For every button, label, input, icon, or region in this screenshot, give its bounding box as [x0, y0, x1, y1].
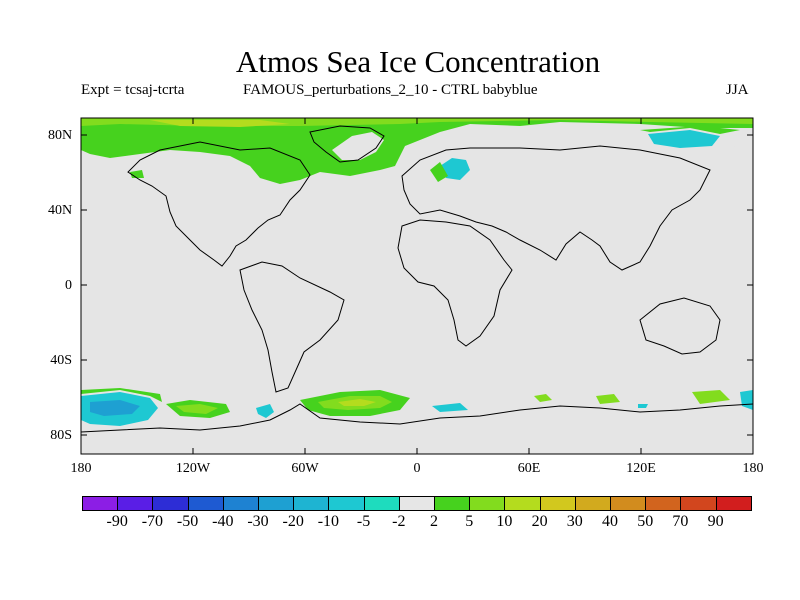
lon-tick-label: 60W [291, 461, 319, 476]
colorbar-label: -50 [176, 513, 199, 530]
southern-ocean-green-1 [81, 388, 162, 402]
colorbar-swatch [363, 496, 400, 511]
colorbar-label: 20 [531, 513, 548, 530]
colorbar-label: 70 [672, 513, 689, 530]
colorbar-label: 10 [496, 513, 513, 530]
colorbar-label: -30 [247, 513, 269, 530]
experiment-label: Expt = tcsaj-tcrta [81, 82, 185, 98]
north-america-coast [127, 141, 311, 267]
barents-gap [470, 138, 753, 200]
colorbar-swatch [645, 496, 682, 511]
lon-tick-label: 120E [626, 461, 656, 476]
southern-ocean-decrease-1b [90, 400, 140, 416]
colorbar-label: -2 [392, 513, 406, 530]
colorbar-label: -10 [317, 513, 340, 530]
southern-ocean-increase-6 [596, 394, 620, 404]
colorbar-label: 2 [430, 513, 438, 530]
colorbar-label: -5 [356, 513, 371, 530]
australia-coast [639, 297, 721, 355]
colorbar-label: 50 [637, 513, 654, 530]
weddell-increase-c [338, 399, 376, 406]
colorbar-swatch [187, 496, 224, 511]
anomaly-field [81, 118, 753, 426]
southern-ocean-increase-2b [176, 404, 218, 414]
southern-ocean-decrease-3 [256, 404, 274, 418]
colorbar-label: 30 [566, 513, 583, 530]
colorbar-label: 5 [465, 513, 474, 530]
okhotsk-green [640, 126, 740, 134]
colorbar-label: 40 [602, 513, 618, 530]
colorbar-swatch [504, 496, 541, 511]
greenland-coast [309, 125, 385, 163]
colorbar-swatch [293, 496, 330, 511]
lon-tick-label: 0 [413, 461, 421, 476]
colorbar-swatch [434, 496, 471, 511]
colorbar-swatch [680, 496, 717, 511]
greenland-gap [332, 132, 384, 160]
africa-coast [397, 219, 513, 347]
chart-title: Atmos Sea Ice Concentration [235, 44, 601, 79]
colorbar-swatch [82, 496, 119, 511]
eurasia-coast [401, 145, 711, 271]
lat-tick-label: 80S [50, 428, 72, 443]
lat-tick-label: 40S [50, 353, 72, 368]
antarctica-coast [81, 403, 753, 433]
colorbar-swatch [152, 496, 189, 511]
colorbar-swatch [469, 496, 506, 511]
lat-tick-label: 0 [65, 278, 72, 293]
colorbar-swatch [117, 496, 154, 511]
colorbar-swatch [539, 496, 576, 511]
colorbar-swatch [222, 496, 259, 511]
colorbar-swatch [328, 496, 365, 511]
southern-ocean-increase-7 [692, 390, 730, 404]
colorbar-swatch [610, 496, 647, 511]
run-label: FAMOUS_perturbations_2_10 - CTRL babyblu… [243, 82, 538, 98]
lat-tick-label: 80N [48, 128, 73, 143]
axis-ticks [80, 118, 754, 454]
colorbar-label: 90 [707, 513, 724, 530]
southern-ocean-increase-5 [534, 394, 552, 402]
southern-ocean-decrease-6 [638, 404, 648, 408]
arctic-ice-increase [81, 118, 753, 184]
colorbar-label: -90 [106, 513, 128, 530]
lat-tick-label: 40N [48, 203, 73, 218]
colorbar-label: -40 [212, 513, 234, 530]
okhotsk-decrease [648, 130, 720, 148]
lon-tick-label: 60E [517, 461, 541, 476]
lon-tick-label: 120W [175, 461, 211, 476]
lon-tick-label: 180 [742, 461, 764, 476]
baltic-green [430, 162, 448, 182]
colorbar-swatch [258, 496, 295, 511]
lon-tick-label: 180 [70, 461, 92, 476]
southern-ocean-decrease-4 [432, 403, 468, 412]
south-america-coast [239, 261, 345, 393]
colorbar-swatch [574, 496, 611, 511]
colorbar-swatch [398, 496, 435, 511]
season-label: JJA [726, 82, 749, 98]
coastlines [81, 125, 753, 433]
colorbar-label: -70 [141, 513, 164, 530]
arctic-ice-increase-3 [150, 120, 290, 127]
baltic-decrease [440, 158, 470, 180]
colorbar-swatch [715, 496, 752, 511]
colorbar-label: -20 [282, 513, 304, 530]
